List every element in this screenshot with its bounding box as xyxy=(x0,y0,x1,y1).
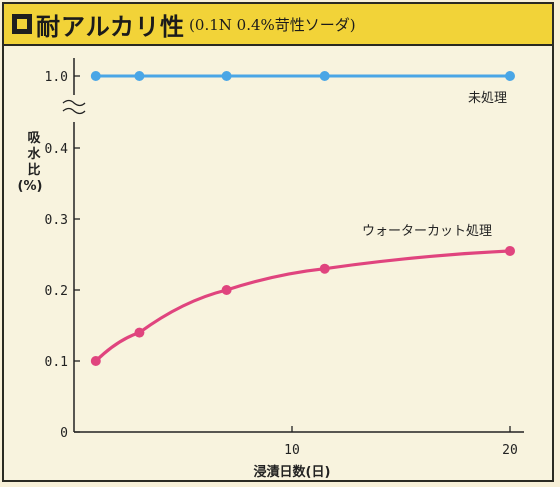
chart-title: 耐アルカリ性 xyxy=(36,12,186,41)
data-point xyxy=(505,71,515,81)
y-tick-label: 0.1 xyxy=(45,355,68,370)
chart-subtitle: (0.1N 0.4%苛性ソーダ) xyxy=(189,15,356,34)
y-tick-label: 1.0 xyxy=(45,70,68,85)
square-bullet-icon xyxy=(12,14,32,34)
y-tick-label: 0 xyxy=(60,426,68,441)
x-tick-label: 10 xyxy=(284,443,300,458)
data-point xyxy=(134,71,145,81)
y-tick-label: 0.4 xyxy=(45,142,69,157)
x-axis-label: 浸漬日数(日) xyxy=(254,464,331,480)
series-label: ウォーターカット処理 xyxy=(362,224,492,239)
data-point xyxy=(90,71,101,81)
data-point xyxy=(221,285,232,295)
y-axis-label: 比 xyxy=(27,162,40,178)
y-axis-label: 水 xyxy=(27,146,41,162)
y-axis-label: 吸 xyxy=(27,131,41,146)
chart-header: 耐アルカリ性 (0.1N 0.4%苛性ソーダ) xyxy=(4,4,552,46)
data-point xyxy=(221,71,232,81)
chart-frame: 耐アルカリ性 (0.1N 0.4%苛性ソーダ) xyxy=(2,2,554,482)
data-point xyxy=(90,356,101,366)
y-tick-label: 0.2 xyxy=(45,284,68,299)
data-point xyxy=(134,327,145,338)
series-label: 未処理 xyxy=(468,91,507,106)
axis-break-mark xyxy=(62,107,86,115)
y-tick-label: 0.3 xyxy=(45,213,68,228)
series-line xyxy=(94,249,511,363)
x-tick-label: 20 xyxy=(502,443,518,458)
data-point xyxy=(505,245,515,256)
data-point xyxy=(319,263,330,274)
axis-break-mark xyxy=(62,99,86,107)
y-axis-label: (%) xyxy=(18,179,43,194)
data-point xyxy=(319,71,330,81)
